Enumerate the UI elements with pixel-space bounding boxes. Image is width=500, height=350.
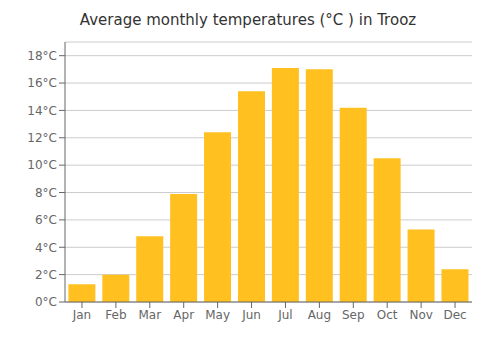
svg-text:4°C: 4°C	[35, 241, 57, 255]
svg-text:Apr: Apr	[173, 308, 194, 322]
html-text:Average monthly temperatures (: Average monthly temperatures (°C ) in Tr…	[79, 11, 417, 29]
svg-text:Nov: Nov	[409, 308, 432, 322]
svg-text:10°C: 10°C	[27, 158, 57, 172]
svg-text:12°C: 12°C	[27, 131, 57, 145]
svg-text:14°C: 14°C	[27, 104, 57, 118]
svg-text:6°C: 6°C	[35, 213, 57, 227]
svg-text:Feb: Feb	[105, 308, 126, 322]
svg-text:Sep: Sep	[342, 308, 365, 322]
svg-text:2°C: 2°C	[35, 268, 57, 282]
svg-text:Aug: Aug	[308, 308, 331, 322]
svg-text:Mar: Mar	[138, 308, 161, 322]
svg-text:Jan: Jan	[72, 308, 92, 322]
svg-text:18°C: 18°C	[27, 49, 57, 63]
svg-text:May: May	[205, 308, 230, 322]
svg-text:Jul: Jul	[277, 308, 292, 322]
svg-text:Oct: Oct	[377, 308, 398, 322]
svg-text:8°C: 8°C	[35, 186, 57, 200]
svg-text:Dec: Dec	[443, 308, 466, 322]
svg-text:0°C: 0°C	[35, 295, 57, 309]
svg-text:16°C: 16°C	[27, 76, 57, 90]
svg-text:Jun: Jun	[241, 308, 261, 322]
